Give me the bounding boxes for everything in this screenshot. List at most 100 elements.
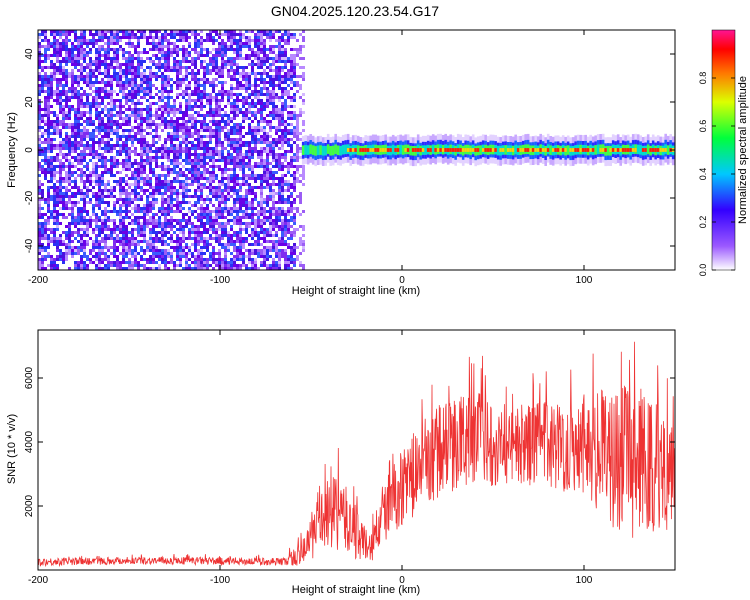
heatmap-cell bbox=[242, 57, 245, 60]
heatmap-cell bbox=[125, 207, 128, 210]
heatmap-cell bbox=[155, 126, 158, 129]
heatmap-cell bbox=[203, 222, 206, 225]
heatmap-cell bbox=[131, 141, 134, 144]
heatmap-cell bbox=[254, 252, 257, 255]
heatmap-cell bbox=[68, 123, 71, 126]
heatmap-cell bbox=[197, 228, 200, 231]
heatmap-cell bbox=[188, 114, 191, 117]
heatmap-cell bbox=[260, 195, 263, 198]
heatmap-cell bbox=[221, 63, 224, 66]
heatmap-cell bbox=[116, 180, 119, 183]
heatmap-cell bbox=[47, 78, 50, 81]
heatmap-cell bbox=[155, 249, 158, 252]
heatmap-cell bbox=[161, 156, 164, 159]
heatmap-cell bbox=[218, 198, 221, 201]
heatmap-cell bbox=[134, 186, 137, 189]
heatmap-cell bbox=[110, 78, 113, 81]
heatmap-cell bbox=[203, 126, 206, 129]
heatmap-cell bbox=[116, 234, 119, 237]
heatmap-cell bbox=[290, 60, 293, 63]
heatmap-cell bbox=[95, 201, 98, 204]
heatmap-cell bbox=[98, 240, 101, 243]
heatmap-cell bbox=[200, 54, 203, 57]
heatmap-cell bbox=[128, 147, 131, 150]
heatmap-cell bbox=[200, 60, 203, 63]
heatmap-cell bbox=[38, 123, 41, 126]
heatmap-cell bbox=[74, 63, 77, 66]
heatmap-cell bbox=[215, 234, 218, 237]
heatmap-cell bbox=[131, 33, 134, 36]
heatmap-cell bbox=[257, 156, 260, 159]
heatmap-cell bbox=[263, 45, 266, 48]
heatmap-cell bbox=[290, 210, 293, 213]
heatmap-cell bbox=[182, 126, 185, 129]
heatmap-cell bbox=[41, 192, 44, 195]
heatmap-cell bbox=[53, 42, 56, 45]
heatmap-cell bbox=[281, 183, 284, 186]
heatmap-cell bbox=[44, 111, 47, 114]
heatmap-cell bbox=[209, 210, 212, 213]
heatmap-cell bbox=[287, 246, 290, 249]
heatmap-cell bbox=[71, 147, 74, 150]
heatmap-cell bbox=[41, 60, 44, 63]
heatmap-cell bbox=[38, 162, 41, 165]
heatmap-cell bbox=[53, 72, 56, 75]
heatmap-cell bbox=[38, 174, 41, 177]
heatmap-cell bbox=[257, 120, 260, 123]
heatmap-cell bbox=[197, 69, 200, 72]
heatmap-cell bbox=[71, 84, 74, 87]
heatmap-cell bbox=[269, 30, 272, 33]
heatmap-cell bbox=[260, 138, 263, 141]
heatmap-cell bbox=[293, 96, 296, 99]
heatmap-cell bbox=[242, 162, 245, 165]
heatmap-cell bbox=[230, 234, 233, 237]
heatmap-cell bbox=[89, 72, 92, 75]
heatmap-cell bbox=[41, 81, 44, 84]
heatmap-cell bbox=[227, 210, 230, 213]
heatmap-cell bbox=[293, 141, 296, 144]
heatmap-cell bbox=[104, 84, 107, 87]
heatmap-cell bbox=[200, 216, 203, 219]
heatmap-cell bbox=[92, 174, 95, 177]
heatmap-cell bbox=[167, 171, 170, 174]
heatmap-cell bbox=[164, 234, 167, 237]
heatmap-cell bbox=[128, 183, 131, 186]
heatmap-cell bbox=[107, 216, 110, 219]
heatmap-cell bbox=[74, 183, 77, 186]
heatmap-cell bbox=[218, 195, 221, 198]
heatmap-cell bbox=[86, 51, 89, 54]
heatmap-cell bbox=[128, 264, 131, 267]
heatmap-cell bbox=[194, 84, 197, 87]
heatmap-cell bbox=[269, 57, 272, 60]
heatmap-cell bbox=[197, 93, 200, 96]
heatmap-cell bbox=[77, 81, 80, 84]
heatmap-cell bbox=[161, 243, 164, 246]
heatmap-cell bbox=[68, 114, 71, 117]
heatmap-cell bbox=[215, 33, 218, 36]
heatmap-cell bbox=[206, 81, 209, 84]
heatmap-cell bbox=[194, 45, 197, 48]
heatmap-cell bbox=[185, 138, 188, 141]
heatmap-cell bbox=[113, 60, 116, 63]
heatmap-cell bbox=[77, 120, 80, 123]
heatmap-cell bbox=[215, 186, 218, 189]
heatmap-cell bbox=[230, 108, 233, 111]
heatmap-cell bbox=[113, 255, 116, 258]
heatmap-cell bbox=[176, 243, 179, 246]
heatmap-cell bbox=[200, 129, 203, 132]
heatmap-cell bbox=[107, 36, 110, 39]
heatmap-cell bbox=[218, 213, 221, 216]
heatmap-cell bbox=[47, 102, 50, 105]
heatmap-cell bbox=[230, 213, 233, 216]
heatmap-cell bbox=[137, 231, 140, 234]
heatmap-cell bbox=[281, 54, 284, 57]
heatmap-cell bbox=[170, 132, 173, 135]
heatmap-cell bbox=[281, 252, 284, 255]
heatmap-cell bbox=[215, 39, 218, 42]
heatmap-cell bbox=[53, 183, 56, 186]
heatmap-cell bbox=[209, 141, 212, 144]
heatmap-cell bbox=[164, 102, 167, 105]
heatmap-cell bbox=[164, 96, 167, 99]
heatmap-cell bbox=[89, 78, 92, 81]
heatmap-cell bbox=[137, 99, 140, 102]
